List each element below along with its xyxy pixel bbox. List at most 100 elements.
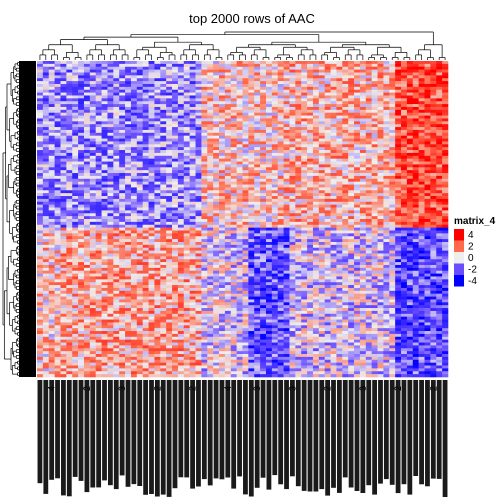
heatmap-cell [48, 296, 55, 300]
heatmap-cell [236, 282, 243, 286]
heatmap-cell [166, 207, 173, 211]
heatmap-cell [107, 144, 114, 148]
heatmap-cell [260, 83, 267, 88]
heatmap-cell [166, 63, 173, 68]
heatmap-cell [66, 273, 73, 277]
heatmap-cell [83, 351, 91, 355]
heatmap-cell [142, 264, 149, 269]
heatmap-cell [107, 336, 114, 340]
heatmap-cell [136, 351, 143, 355]
heatmap-cell [48, 279, 55, 283]
heatmap-cell [54, 138, 61, 142]
heatmap-cell [160, 204, 167, 208]
heatmap-cell [260, 282, 267, 286]
heatmap-cell [172, 135, 179, 139]
heatmap-cell [183, 175, 190, 180]
heatmap-cell [177, 147, 185, 151]
heatmap-cell [177, 132, 185, 136]
heatmap-cell [236, 152, 243, 157]
heatmap-cell [177, 310, 185, 315]
heatmap-cell [60, 348, 67, 352]
heatmap-cell [48, 106, 55, 111]
heatmap-cell [54, 118, 61, 122]
heatmap-cell [72, 273, 79, 277]
heatmap-cell [271, 190, 279, 194]
heatmap-cell [236, 124, 243, 128]
heatmap-cell [166, 351, 173, 355]
heatmap-cell [148, 141, 155, 145]
heatmap-cell [183, 331, 190, 335]
heatmap-cell [54, 368, 61, 372]
heatmap-cell [95, 66, 102, 70]
heatmap-cell [48, 101, 55, 105]
heatmap-cell [37, 201, 44, 205]
heatmap-cell [101, 101, 108, 105]
heatmap-cell [89, 181, 97, 185]
heatmap-cell [195, 127, 202, 131]
heatmap-cell [219, 224, 226, 228]
heatmap-cell [265, 216, 273, 220]
heatmap-cell [260, 121, 267, 125]
heatmap-cell [265, 247, 273, 251]
heatmap-cell [248, 285, 255, 289]
heatmap-cell [125, 193, 132, 197]
heatmap-cell [207, 184, 214, 188]
heatmap-cell [78, 152, 85, 157]
heatmap-cell [219, 316, 226, 320]
heatmap-cell [195, 267, 202, 272]
heatmap-cell [166, 319, 173, 323]
heatmap-cell [136, 138, 143, 142]
heatmap-cell [213, 308, 220, 312]
heatmap-cell [177, 135, 185, 139]
heatmap-cell [89, 75, 97, 79]
heatmap-cell [213, 184, 220, 188]
row-name-strip [19, 61, 36, 377]
heatmap-cell [107, 356, 114, 361]
heatmap-cell [130, 293, 138, 297]
heatmap-cell [177, 264, 185, 269]
heatmap-cell [230, 167, 237, 171]
heatmap-cell [113, 262, 120, 266]
heatmap-cell [54, 141, 61, 145]
heatmap-cell [219, 132, 226, 136]
heatmap-cell [236, 118, 243, 122]
heatmap-cell [248, 193, 255, 197]
heatmap-cell [189, 170, 196, 174]
heatmap-cell [95, 81, 102, 85]
heatmap-cell [95, 135, 102, 139]
heatmap-cell [236, 250, 243, 254]
heatmap-cell [78, 285, 85, 289]
heatmap-cell [242, 141, 249, 145]
heatmap-cell [213, 86, 220, 91]
heatmap-cell [154, 175, 161, 180]
heatmap-cell [189, 244, 196, 249]
heatmap-cell [195, 152, 202, 157]
heatmap-cell [183, 250, 190, 254]
heatmap-cell [183, 322, 190, 326]
heatmap-cell [154, 339, 161, 343]
heatmap-cell [242, 290, 249, 294]
heatmap-cell [207, 247, 214, 251]
heatmap-cell [142, 135, 149, 139]
heatmap-cell [201, 296, 208, 300]
heatmap-cell [142, 75, 149, 79]
heatmap-cell [265, 121, 273, 125]
heatmap-cell [83, 250, 91, 254]
heatmap-cell [37, 348, 44, 352]
heatmap-cell [72, 135, 79, 139]
heatmap-cell [54, 322, 61, 326]
heatmap-cell [89, 170, 97, 174]
heatmap-cell [136, 178, 143, 182]
heatmap-cell [142, 213, 149, 217]
heatmap-cell [242, 178, 249, 182]
heatmap-cell [60, 224, 67, 228]
heatmap-cell [107, 75, 114, 79]
heatmap-cell [219, 354, 226, 358]
heatmap-cell [125, 333, 132, 338]
heatmap-cell [83, 201, 91, 205]
heatmap-cell [148, 83, 155, 88]
heatmap-cell [72, 319, 79, 323]
heatmap-cell [260, 106, 267, 111]
heatmap-cell [248, 239, 255, 243]
heatmap-cell [136, 204, 143, 208]
